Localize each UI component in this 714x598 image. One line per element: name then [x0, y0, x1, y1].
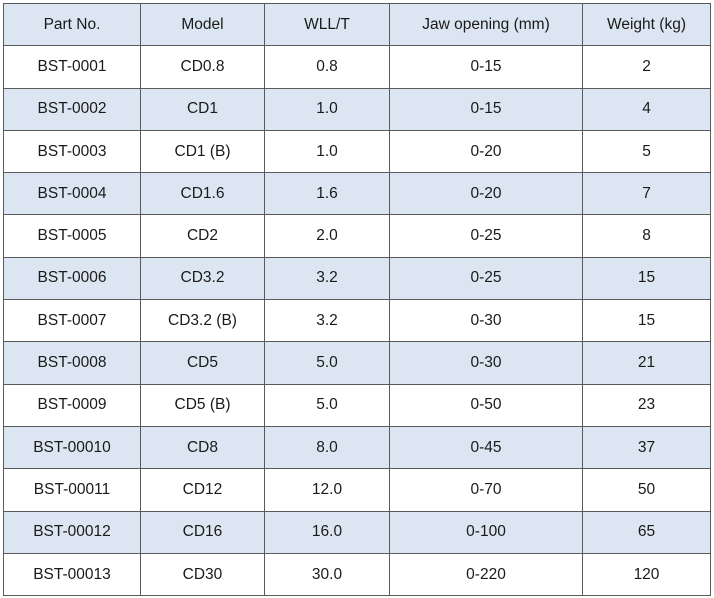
table-cell: 120 [582, 552, 711, 597]
table-cell: 15 [582, 256, 711, 301]
table-cell: BST-0005 [3, 214, 141, 258]
table-cell: BST-0009 [3, 383, 141, 427]
table-cell: 0-30 [389, 341, 583, 385]
table-cell: 5.0 [264, 341, 390, 385]
table-cell: 5.0 [264, 383, 390, 427]
table-cell: 0-45 [389, 425, 583, 470]
header-cell: Weight (kg) [582, 2, 711, 47]
table-cell: BST-00011 [3, 468, 141, 512]
table-cell: 0-25 [389, 256, 583, 301]
table-row: BST-0001 CD0.8 0.8 0-15 2 [3, 45, 711, 89]
table-cell: CD2 [140, 214, 265, 258]
table-cell: BST-0008 [3, 341, 141, 385]
table-row: BST-00011 CD12 12.0 0-70 50 [3, 468, 711, 512]
table-row: BST-0003 CD1 (B) 1.0 0-20 5 [3, 129, 711, 174]
table-cell: CD3.2 [140, 256, 265, 301]
table-cell: CD16 [140, 510, 265, 554]
table-row: BST-0005 CD2 2.0 0-25 8 [3, 214, 711, 258]
table-cell: BST-0001 [3, 45, 141, 89]
table-cell: 50 [582, 468, 711, 512]
table-cell: 3.2 [264, 256, 390, 301]
table-row: BST-0008 CD5 5.0 0-30 21 [3, 341, 711, 385]
table-cell: CD12 [140, 468, 265, 512]
table-cell: BST-00012 [3, 510, 141, 554]
table-cell: CD5 (B) [140, 383, 265, 427]
table-cell: 0-20 [389, 172, 583, 216]
table-row: BST-0009 CD5 (B) 5.0 0-50 23 [3, 383, 711, 427]
table-row: BST-00010 CD8 8.0 0-45 37 [3, 425, 711, 470]
header-cell: Jaw opening (mm) [389, 2, 583, 47]
table-cell: BST-0007 [3, 299, 141, 343]
spec-table: Part No. Model WLL/T Jaw opening (mm) Weight… [3, 2, 711, 597]
table-cell: BST-00013 [3, 552, 141, 597]
table-cell: 0-20 [389, 129, 583, 174]
table-row: BST-0002 CD1 1.0 0-15 4 [3, 87, 711, 131]
table-cell: BST-0004 [3, 172, 141, 216]
table-row: BST-00013 CD30 30.0 0-220 120 [3, 552, 711, 597]
table-cell: 7 [582, 172, 711, 216]
header-cell: Model [140, 2, 265, 47]
table-cell: 8.0 [264, 425, 390, 470]
table-cell: 16.0 [264, 510, 390, 554]
table-cell: BST-00010 [3, 425, 141, 470]
table-cell: 30.0 [264, 552, 390, 597]
table-cell: 0-220 [389, 552, 583, 597]
table-cell: 1.0 [264, 87, 390, 131]
table-cell: CD5 [140, 341, 265, 385]
table-cell: BST-0002 [3, 87, 141, 131]
table-cell: 1.6 [264, 172, 390, 216]
table-row: BST-0004 CD1.6 1.6 0-20 7 [3, 172, 711, 216]
table-cell: 12.0 [264, 468, 390, 512]
table-cell: CD0.8 [140, 45, 265, 89]
table-cell: 4 [582, 87, 711, 131]
table-cell: 0-50 [389, 383, 583, 427]
table-cell: 37 [582, 425, 711, 470]
table-cell: 0-30 [389, 299, 583, 343]
table-cell: 5 [582, 129, 711, 174]
table-cell: CD1 (B) [140, 129, 265, 174]
table-cell: CD3.2 (B) [140, 299, 265, 343]
table-cell: CD1.6 [140, 172, 265, 216]
table-row: BST-00012 CD16 16.0 0-100 65 [3, 510, 711, 554]
table-cell: 0-100 [389, 510, 583, 554]
table-cell: 15 [582, 299, 711, 343]
table-cell: CD30 [140, 552, 265, 597]
table-cell: 1.0 [264, 129, 390, 174]
table-row: BST-0007 CD3.2 (B) 3.2 0-30 15 [3, 299, 711, 343]
header-cell: Part No. [3, 2, 141, 47]
table-cell: 65 [582, 510, 711, 554]
table-cell: 8 [582, 214, 711, 258]
table-cell: CD8 [140, 425, 265, 470]
table-cell: BST-0006 [3, 256, 141, 301]
table-cell: 2.0 [264, 214, 390, 258]
table-row: BST-0006 CD3.2 3.2 0-25 15 [3, 256, 711, 301]
table-cell: 0-15 [389, 87, 583, 131]
table-cell: 2 [582, 45, 711, 89]
table-cell: 21 [582, 341, 711, 385]
table-cell: 0.8 [264, 45, 390, 89]
table-cell: 23 [582, 383, 711, 427]
header-row: Part No. Model WLL/T Jaw opening (mm) Weight… [3, 2, 711, 47]
table-cell: 0-15 [389, 45, 583, 89]
header-cell: WLL/T [264, 2, 390, 47]
table-cell: CD1 [140, 87, 265, 131]
table-cell: BST-0003 [3, 129, 141, 174]
table-cell: 3.2 [264, 299, 390, 343]
table-cell: 0-70 [389, 468, 583, 512]
table-cell: 0-25 [389, 214, 583, 258]
